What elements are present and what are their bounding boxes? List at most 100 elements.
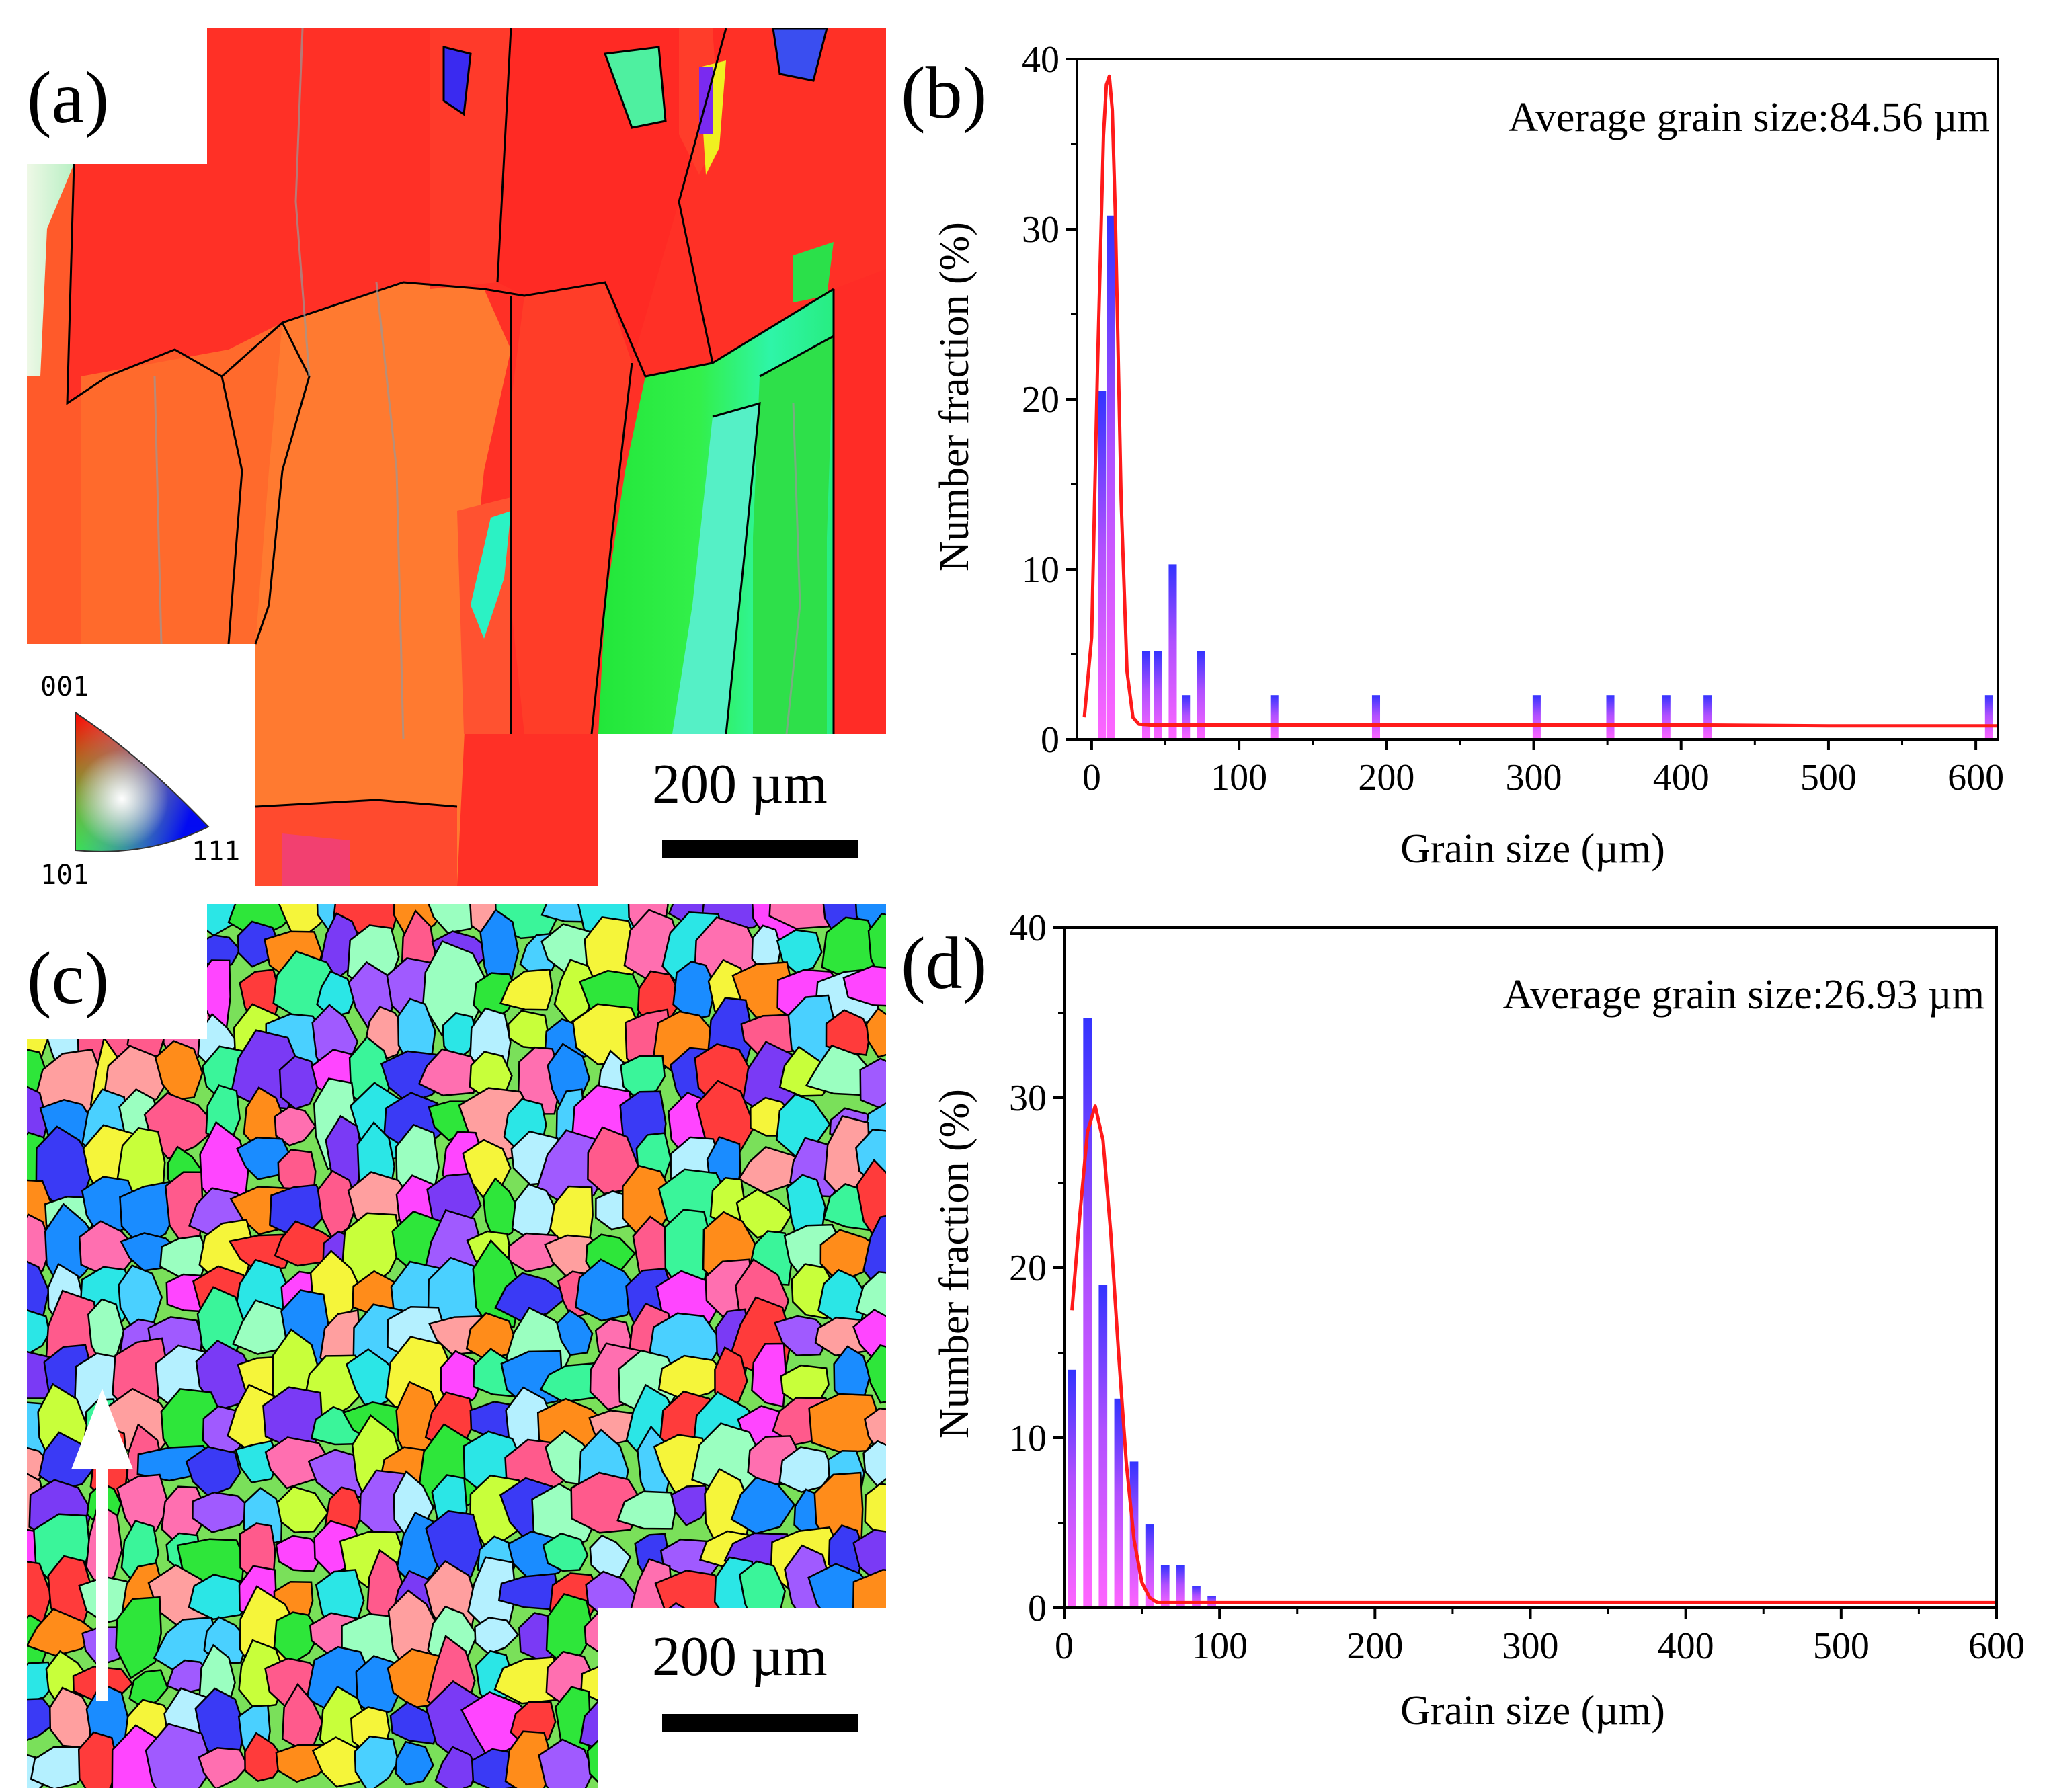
panel-label-d: (d) (901, 922, 987, 1004)
grain (865, 1344, 886, 1404)
grain (730, 1476, 796, 1535)
grain (575, 1258, 639, 1322)
grain (672, 961, 717, 1021)
ebsd-map-c (0, 901, 894, 1792)
grain (751, 1342, 787, 1408)
chart-b-fit-line (1082, 74, 1998, 728)
chart-d-bar (1083, 1018, 1092, 1608)
grain (862, 1212, 886, 1292)
grain (499, 969, 554, 1011)
chart-d-bar (1145, 1524, 1154, 1608)
chart-d-bar (1192, 1586, 1201, 1608)
panel-label-c: (c) (27, 937, 110, 1019)
chart-b-bar (1098, 391, 1107, 739)
grain (342, 1212, 402, 1293)
chart-b-bar (1662, 695, 1671, 739)
chart-d-annotation: Average grain size:26.93 µm (1503, 972, 1984, 1018)
grain (275, 1535, 325, 1572)
chart-b-bar (1168, 564, 1177, 739)
chart-d-ytick-label: 0 (1028, 1588, 1047, 1629)
grain (119, 1180, 177, 1249)
grain (30, 1746, 94, 1788)
chart-d-ytick-label: 10 (1009, 1418, 1047, 1459)
chart-b-plot-frame (1076, 58, 1999, 741)
chart-d-xtick-label: 100 (1191, 1625, 1248, 1667)
scale-bar-a (662, 840, 858, 858)
chart-b-ytick-label: 0 (1041, 719, 1059, 761)
grain (616, 1490, 676, 1530)
chart-d-plot-frame (1063, 926, 1998, 1609)
grain (27, 1698, 61, 1746)
chart-b-xtick-label: 600 (1947, 757, 2004, 799)
chart-b-bar (1197, 651, 1205, 739)
chart-b-bar (1107, 215, 1115, 739)
panel-label-a: (a) (27, 56, 110, 138)
grain (864, 1483, 886, 1538)
grain (27, 1308, 50, 1358)
build-direction-arrow-icon (71, 1389, 133, 1701)
grain (808, 1393, 883, 1453)
chart-d-xlabel: Grain size (µm) (1400, 1688, 1665, 1734)
chart-d: 0 100 200 300 400 500 600 0 10 20 30 40 (d) Average… (901, 907, 2025, 1734)
grain (776, 929, 823, 974)
chart-d-ylabel: Number fraction (%) (932, 1089, 977, 1438)
grain (115, 1596, 162, 1680)
ipf-triangle (75, 711, 210, 852)
grain (556, 1309, 594, 1356)
grain (77, 1731, 119, 1788)
chart-b: 0 100 200 300 400 500 600 0 10 20 30 40 (b) Average… (901, 39, 2004, 872)
chart-b-ylabel: Number fraction (%) (932, 222, 977, 571)
chart-b-xtick-label: 300 (1506, 757, 1562, 799)
chart-b-bar (1154, 651, 1162, 739)
grain (862, 1440, 886, 1488)
chart-b-ytick-label: 40 (1022, 39, 1059, 81)
chart-b-annotation: Average grain size:84.56 µm (1509, 95, 1990, 140)
scale-bar-label-a: 200 µm (652, 753, 828, 815)
chart-b-bar (1606, 695, 1615, 739)
chart-b-bar (1371, 695, 1381, 739)
chart-b-bar (1182, 695, 1191, 739)
grain (852, 1309, 886, 1362)
scale-bar-c (662, 1714, 858, 1732)
chart-b-xtick-label: 500 (1800, 757, 1857, 799)
grain (316, 970, 357, 1018)
ipf-label-101: 101 (40, 860, 89, 891)
grain (27, 1608, 102, 1657)
chart-b-ytick-label: 20 (1022, 379, 1059, 421)
grain (145, 1723, 214, 1788)
ebsd-map-a (0, 0, 894, 894)
grain (273, 1611, 322, 1666)
grain (417, 1048, 481, 1097)
chart-d-ytick-label: 30 (1009, 1077, 1047, 1119)
grain (474, 1617, 520, 1655)
grain (539, 1362, 600, 1403)
grain (778, 1446, 834, 1493)
grain (825, 1009, 871, 1057)
chart-b-bar (1141, 651, 1151, 739)
chart-d-ytick-label: 20 (1009, 1248, 1047, 1289)
grain (859, 1057, 886, 1112)
chart-d-xtick-label: 600 (1968, 1625, 2025, 1667)
chart-b-xtick-label: 100 (1211, 757, 1267, 799)
grain (587, 1126, 639, 1195)
chart-d-fit-line (1070, 1104, 1997, 1604)
chart-d-bar (1068, 1369, 1076, 1608)
chart-b-xtick-label: 200 (1358, 757, 1414, 799)
scale-bar-label-c: 200 µm (652, 1625, 828, 1688)
grain (354, 1735, 399, 1788)
grain (504, 1730, 555, 1788)
ipf-label-001: 001 (40, 671, 89, 702)
grain (278, 1055, 320, 1110)
grain (198, 1747, 249, 1788)
grain (867, 912, 886, 983)
chart-b-ytick-label: 10 (1022, 549, 1059, 591)
grain (143, 1092, 219, 1160)
panel-label-b: (b) (901, 52, 987, 134)
grain (856, 1158, 886, 1241)
grain (395, 1740, 434, 1786)
grain (538, 1738, 595, 1788)
grain (434, 1746, 478, 1788)
grain (38, 1431, 99, 1491)
grain (389, 1701, 441, 1745)
grain (442, 1012, 478, 1063)
